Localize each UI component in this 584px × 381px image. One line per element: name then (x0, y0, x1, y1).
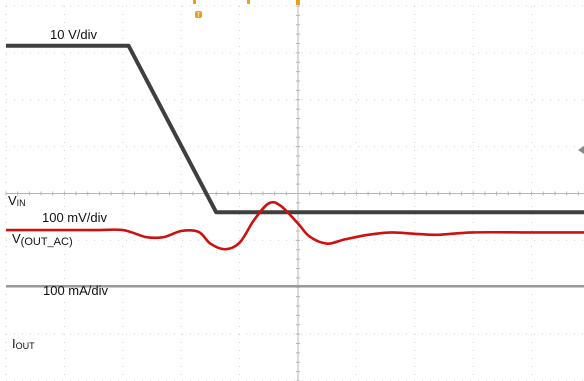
iout-channel-label: IOUT (12, 336, 35, 351)
trace-v-outac (6, 200, 584, 251)
vin-scale-label: 10 V/div (50, 27, 97, 42)
vin-channel-label: VIN (8, 193, 26, 208)
vout-scale-label: 100 mV/div (42, 210, 108, 225)
vin-label-main: V (8, 193, 17, 208)
iout-scale-label: 100 mA/div (43, 283, 109, 298)
trigger-tick-right (296, 0, 300, 5)
trace-v-in (6, 43, 584, 215)
trigger-tick-left (193, 0, 196, 4)
iout-label-main: I (12, 336, 16, 351)
svg-text:T: T (197, 13, 201, 19)
trigger-tick-mid (247, 0, 250, 4)
level-marker-icon (578, 146, 584, 154)
trace-layer (6, 43, 584, 288)
iout-label-sub: OUT (16, 341, 36, 351)
vin-label-sub: IN (17, 198, 26, 208)
vout-channel-label: V(OUT_AC) (12, 231, 73, 248)
trigger-marker-icon: T (195, 11, 202, 19)
vout-label-main: V (12, 231, 21, 246)
vout-label-sub: (OUT_AC) (21, 236, 73, 248)
